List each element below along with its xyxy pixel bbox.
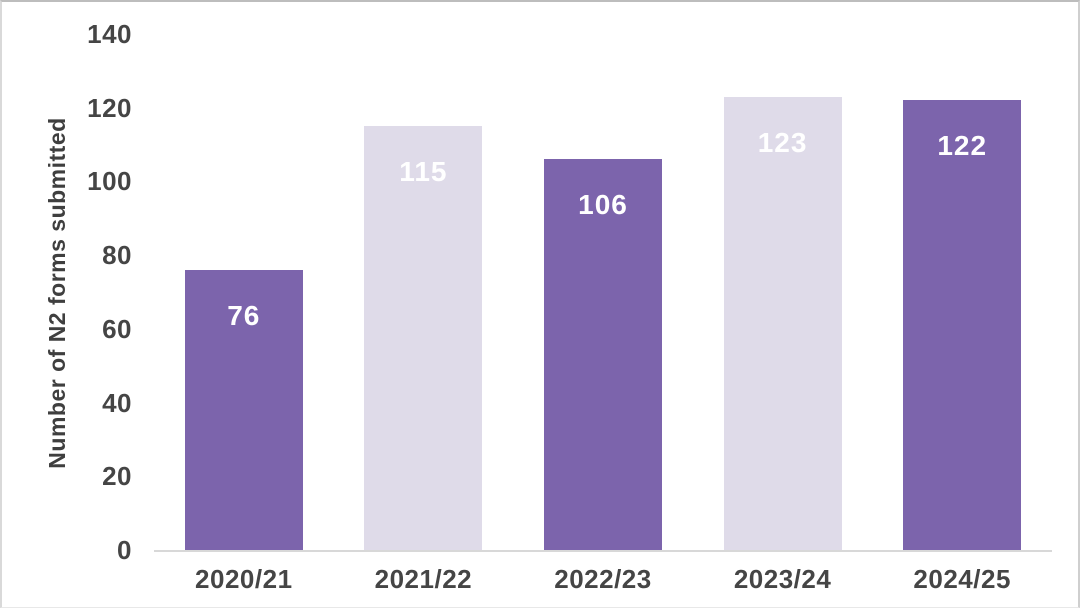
bar-slot: 123 bbox=[693, 34, 873, 550]
y-axis-tick-labels: 0 20 40 60 80 100 120 140 bbox=[2, 21, 132, 563]
x-tick-label: 2023/24 bbox=[733, 564, 832, 594]
bar-slot: 76 bbox=[154, 34, 334, 550]
y-tick-label: 20 bbox=[102, 461, 132, 492]
y-tick-label: 40 bbox=[102, 387, 132, 418]
y-tick-label: 100 bbox=[87, 166, 132, 197]
y-tick-label: 0 bbox=[117, 535, 132, 565]
x-tick-label: 2024/25 bbox=[913, 564, 1011, 594]
bar: 76 bbox=[184, 269, 303, 550]
y-tick-label: 120 bbox=[87, 92, 132, 123]
bar: 106 bbox=[543, 159, 662, 550]
bar-value-label: 106 bbox=[578, 189, 628, 221]
bar-slot: 122 bbox=[872, 34, 1052, 550]
bar-value-label: 122 bbox=[937, 130, 988, 162]
x-tick-label: 2021/22 bbox=[374, 564, 473, 594]
y-tick-label: 140 bbox=[87, 19, 132, 49]
bar-value-label: 123 bbox=[757, 126, 808, 158]
plot-area: 76 115 106 123 122 bbox=[154, 34, 1052, 552]
bar-value-label: 76 bbox=[227, 299, 261, 331]
x-axis-tick-labels: 2020/21 2021/22 2022/23 2023/24 2024/25 bbox=[154, 564, 1052, 595]
bar-slot: 115 bbox=[334, 34, 514, 550]
x-axis-line bbox=[154, 550, 1052, 552]
y-tick-label: 60 bbox=[102, 313, 132, 344]
bar: 115 bbox=[364, 126, 483, 550]
y-tick-label: 80 bbox=[102, 240, 132, 271]
bar: 123 bbox=[723, 96, 842, 550]
bar: 122 bbox=[903, 100, 1022, 550]
bars-container: 76 115 106 123 122 bbox=[154, 34, 1052, 550]
x-tick-label: 2022/23 bbox=[554, 564, 652, 594]
bar-value-label: 115 bbox=[399, 156, 448, 188]
x-tick-label: 2020/21 bbox=[195, 564, 293, 594]
bar-slot: 106 bbox=[513, 34, 693, 550]
